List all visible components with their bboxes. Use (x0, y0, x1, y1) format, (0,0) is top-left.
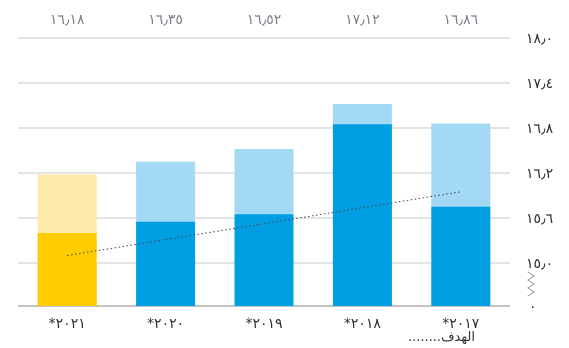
category-label-0: *٢٠٢١ (49, 316, 86, 332)
category-label-3: *٢٠١٨ (344, 316, 382, 332)
y-tick-label-5: ١٥٫٠ (526, 256, 553, 272)
category-label-4: *٢٠١٧ (442, 316, 480, 332)
bar-actual-3 (332, 124, 392, 306)
bar-actual-2 (234, 214, 294, 306)
y-tick-label-zero: ٠ (529, 299, 537, 315)
bar-actual-0 (37, 233, 97, 306)
value-label-4: ١٦٫٨٦ (443, 12, 478, 28)
category-label-1: *٢٠٢٠ (147, 316, 184, 332)
y-tick-label-2: ١٦٫٨ (526, 121, 554, 137)
bar-actual-1 (136, 221, 196, 306)
bar-actual-4 (431, 206, 491, 306)
y-tick-label-0: ١٨٫٠ (526, 31, 553, 47)
value-label-1: ١٦٫٣٥ (148, 12, 183, 28)
y-tick-label-3: ١٦٫٢ (526, 166, 553, 182)
axis-break-zigzag (527, 271, 535, 297)
value-label-2: ١٦٫٥٢ (247, 12, 282, 28)
value-label-3: ١٧٫١٢ (345, 12, 380, 28)
value-label-0: ١٦٫١٨ (50, 12, 85, 28)
legend-target-label: ........الهدف (408, 330, 475, 345)
category-label-2: *٢٠١٩ (245, 316, 282, 332)
y-tick-label-4: ١٥٫٦ (526, 211, 553, 227)
target-line (67, 191, 461, 256)
y-tick-label-1: ١٧٫٤ (526, 76, 553, 92)
